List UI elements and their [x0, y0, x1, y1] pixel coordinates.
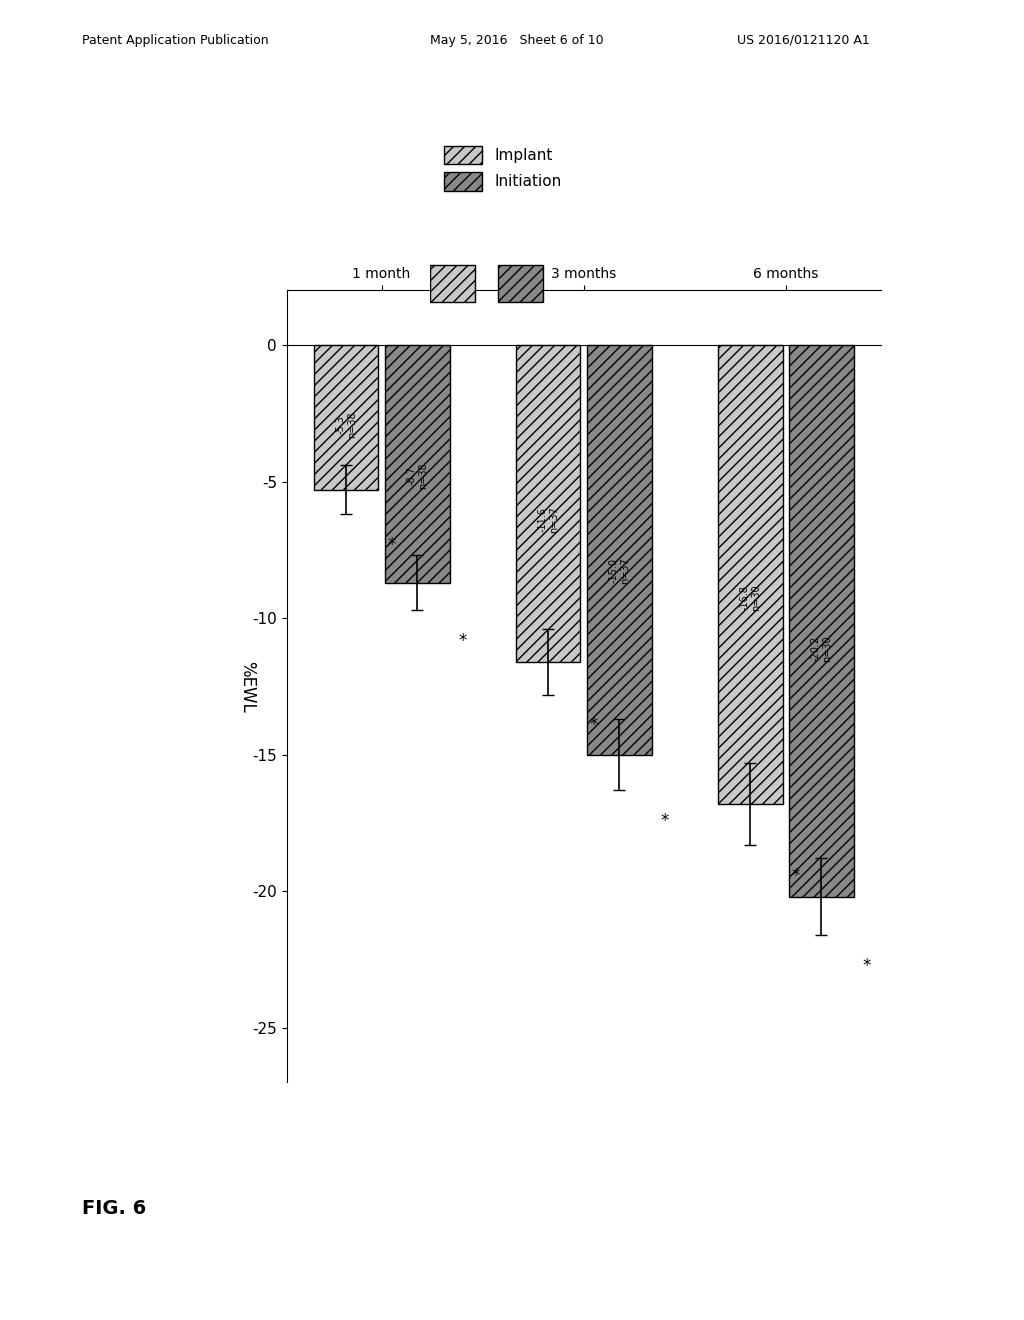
Text: -16.8
n=30: -16.8 n=30: [739, 583, 761, 611]
Text: *: *: [459, 632, 467, 649]
Text: *: *: [589, 717, 598, 734]
Bar: [313, 345, 379, 490]
Bar: [498, 265, 543, 302]
Text: Patent Application Publication: Patent Application Publication: [82, 33, 268, 46]
Text: -11.6
n=37: -11.6 n=37: [538, 506, 559, 533]
Text: -15.0
n=37: -15.0 n=37: [608, 557, 630, 583]
Text: *: *: [387, 536, 395, 554]
Bar: [788, 345, 854, 896]
Bar: [430, 265, 475, 302]
Text: -5.3
n=38: -5.3 n=38: [335, 412, 356, 438]
Bar: [385, 345, 450, 582]
Legend: Implant, Initiation: Implant, Initiation: [437, 140, 567, 197]
Bar: [516, 345, 581, 661]
Bar: [718, 345, 782, 804]
Text: -20.2
n=30: -20.2 n=30: [811, 635, 833, 661]
Y-axis label: %EWL: %EWL: [239, 660, 256, 713]
Text: *: *: [792, 867, 800, 884]
Bar: [587, 345, 651, 755]
Text: US 2016/0121120 A1: US 2016/0121120 A1: [737, 33, 870, 46]
Text: *: *: [862, 957, 870, 974]
Text: FIG. 6: FIG. 6: [82, 1200, 146, 1218]
Text: May 5, 2016   Sheet 6 of 10: May 5, 2016 Sheet 6 of 10: [430, 33, 604, 46]
Text: *: *: [660, 812, 669, 830]
Text: -8.7
n=38: -8.7 n=38: [407, 462, 428, 488]
